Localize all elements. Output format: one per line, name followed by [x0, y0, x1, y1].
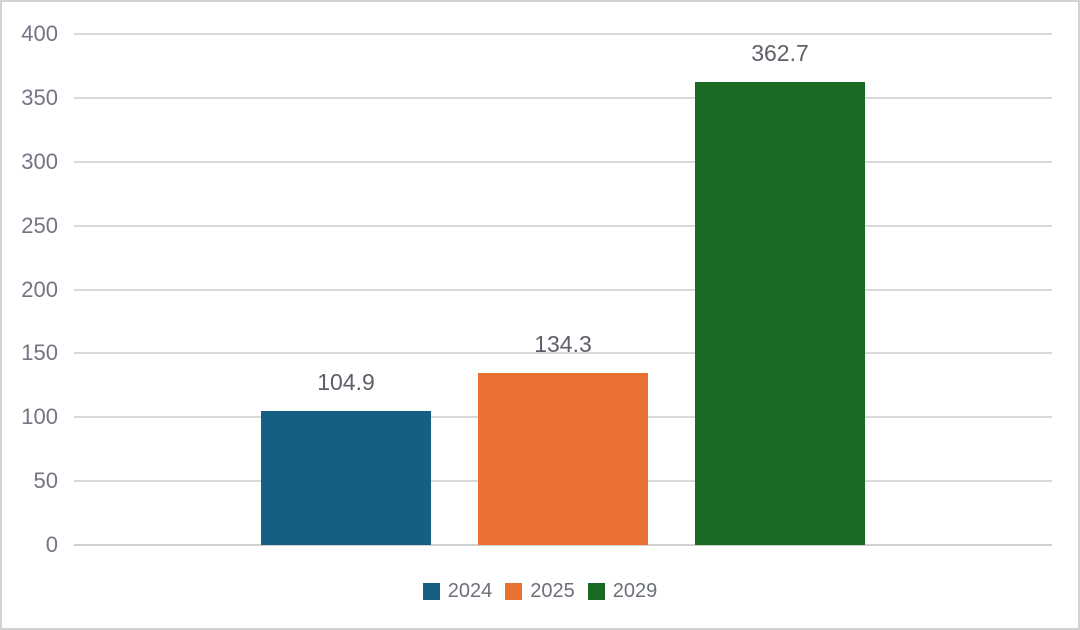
- y-axis-tick-label: 200: [21, 276, 58, 302]
- legend-swatch-icon: [587, 583, 605, 600]
- legend-label: 2029: [612, 580, 658, 602]
- y-axis-tick-label: 50: [33, 468, 58, 494]
- gridline-y-200: [74, 288, 1052, 291]
- legend: 2024 2025 2029: [2, 580, 1078, 603]
- y-axis-tick-label: 0: [45, 532, 58, 557]
- y-axis-tick-label: 100: [21, 404, 58, 430]
- legend-item-2025: 2025: [505, 580, 575, 603]
- bar-2024: [261, 410, 431, 545]
- y-axis-tick-label: 350: [21, 84, 58, 110]
- legend-swatch-icon: [505, 583, 523, 600]
- legend-item-2024: 2024: [422, 580, 493, 603]
- legend-swatch-icon: [422, 583, 440, 600]
- bar-2029: [695, 81, 865, 545]
- gridline-y-250: [74, 224, 1052, 227]
- bar-2025: [478, 373, 648, 545]
- bar-data-label-2029: 362.7: [751, 39, 809, 66]
- gridline-y-0: [74, 544, 1052, 546]
- legend-item-2029: 2029: [587, 580, 658, 603]
- legend-label: 2024: [447, 580, 493, 602]
- y-axis-tick-label: 400: [21, 21, 58, 46]
- legend-label: 2025: [530, 580, 575, 602]
- y-axis-tick-label: 300: [21, 148, 58, 174]
- y-axis-tick-label: 250: [21, 212, 58, 238]
- y-axis-tick-label: 150: [21, 340, 58, 366]
- gridline-y-150: [74, 352, 1052, 355]
- bar-data-label-2024: 104.9: [317, 368, 375, 395]
- gridline-y-400: [74, 33, 1052, 35]
- bar-data-label-2025: 134.3: [534, 331, 592, 358]
- gridline-y-350: [74, 96, 1052, 99]
- gridline-y-300: [74, 160, 1052, 163]
